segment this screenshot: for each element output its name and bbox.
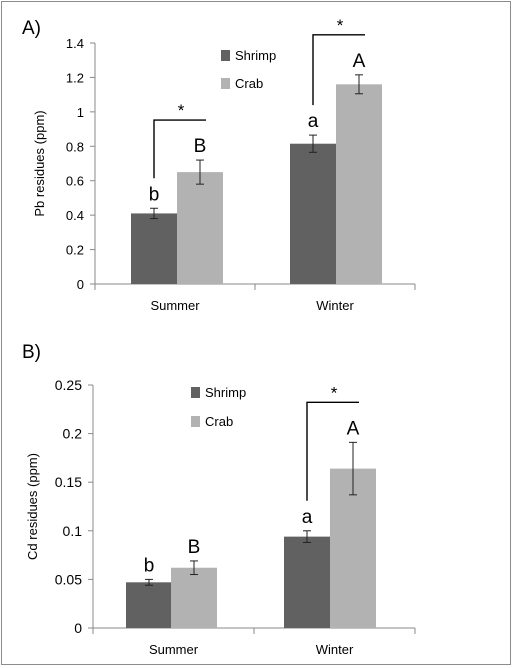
significance-bracket (306, 401, 359, 501)
significance-letter: A (347, 418, 360, 439)
significance-letter: A (353, 51, 366, 72)
y-tick-label: 0.6 (66, 174, 84, 189)
y-tick-label: 0.8 (66, 139, 84, 154)
significance-letter: B (188, 537, 201, 558)
y-tick-label: 0.15 (55, 474, 82, 490)
y-tick-label: 0.05 (55, 571, 82, 587)
bar-shrimp (126, 582, 172, 628)
legend-swatch-shrimp (191, 387, 200, 398)
category-label: Winter (316, 298, 354, 313)
y-tick-label: 0 (74, 620, 82, 636)
significance-letter: b (149, 184, 160, 205)
y-tick-label: 0.2 (63, 426, 83, 442)
significance-star: * (331, 383, 338, 402)
significance-letter: b (144, 555, 155, 576)
legend-label: Crab (205, 414, 233, 429)
y-tick-label: 0.4 (66, 208, 84, 223)
y-axis-title: Cd residues (ppm) (25, 453, 40, 560)
category-label: Winter (316, 642, 354, 657)
significance-star: * (337, 16, 344, 35)
y-tick-label: 0 (77, 277, 84, 292)
y-tick-label: 0.1 (63, 523, 83, 539)
legend-label: Crab (235, 76, 263, 91)
bar-shrimp (290, 143, 336, 284)
significance-star: * (178, 101, 185, 120)
legend-swatch-crab (191, 416, 200, 427)
bar-shrimp (131, 213, 177, 284)
bar-shrimp (284, 536, 330, 628)
category-label: Summer (150, 298, 200, 313)
bar-crab (177, 172, 223, 284)
legend-label: Shrimp (235, 48, 276, 63)
y-axis-title: Pb residues (ppm) (32, 110, 47, 216)
y-tick-label: 1 (77, 105, 84, 120)
bar-crab (336, 84, 382, 284)
significance-bracket (312, 34, 365, 106)
legend-label: Shrimp (205, 385, 246, 400)
y-tick-label: 0.2 (66, 243, 84, 258)
legend-swatch-shrimp (221, 50, 230, 61)
significance-letter: a (308, 111, 319, 132)
y-tick-label: 0.25 (55, 377, 82, 393)
legend-swatch-crab (221, 78, 230, 89)
bar-crab (171, 567, 217, 628)
y-tick-label: 1.4 (66, 36, 84, 51)
panel-label: A) (22, 18, 41, 39)
significance-letter: a (302, 507, 313, 528)
panel-label: B) (22, 342, 41, 363)
y-tick-label: 1.2 (66, 70, 84, 85)
significance-bracket (153, 119, 206, 179)
significance-letter: B (194, 136, 207, 157)
category-label: Summer (149, 642, 199, 657)
